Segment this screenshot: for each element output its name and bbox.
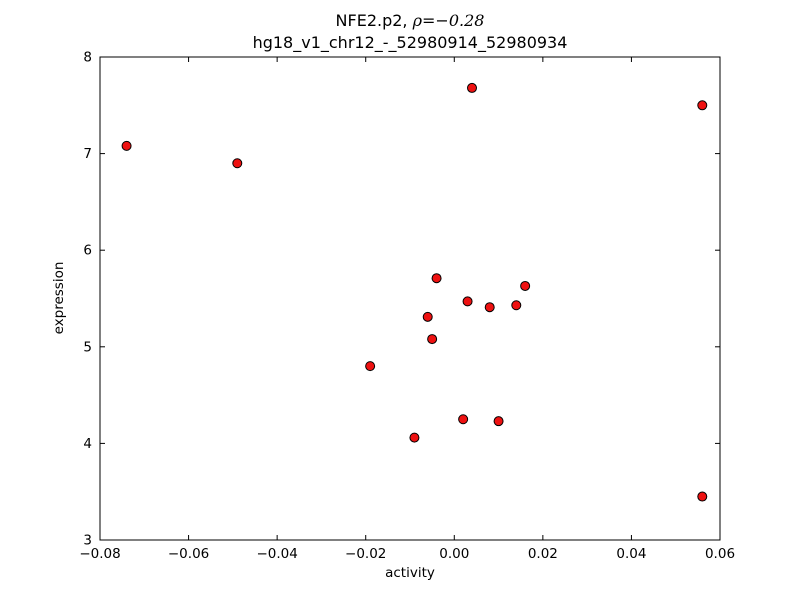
data-point [484,302,495,313]
data-point [422,311,433,322]
x-axis-label: activity [385,565,435,581]
data-point [493,416,504,427]
chart-subtitle: hg18_v1_chr12_-_52980914_52980934 [253,33,568,53]
y-tick-label: 8 [83,50,92,66]
data-point [462,296,473,307]
data-point [697,100,708,111]
x-tick-label: 0.00 [439,546,469,562]
x-tick-label: −0.06 [168,546,209,562]
axes-box [99,56,721,541]
y-tick-label: 4 [83,436,92,452]
x-tick-label: −0.04 [256,546,297,562]
y-tick-label: 6 [83,243,92,259]
data-point [232,158,243,169]
y-axis-label: expression [51,262,67,335]
data-point [409,432,420,443]
data-point [697,491,708,502]
chart-title-text: NFE2.p2, [336,11,413,30]
data-point [431,273,442,284]
data-point [467,82,477,93]
data-point [511,300,522,311]
axes-frame [99,56,721,541]
data-point [458,414,469,425]
x-tick-label: 0.04 [616,546,646,562]
data-point [365,361,376,372]
y-tick-label: 3 [83,533,92,549]
y-tick-label: 5 [83,339,92,355]
data-point [427,334,438,345]
axis-ticks: −0.08 −0.06 −0.04 −0.02 0.00 0.02 0.04 0.06 3 4 5 6… [79,50,735,563]
y-tick-label: 7 [83,146,92,162]
chart-title-rho-value: ρ=−0.28 [412,11,485,30]
x-tick-label: −0.08 [79,546,120,562]
chart-title: NFE2.p2, ρ=−0.28 [336,11,485,30]
x-tick-label: 0.02 [528,546,558,562]
data-point [520,280,531,291]
x-tick-label: −0.02 [345,546,386,562]
data-point [121,140,132,151]
x-tick-label: 0.06 [705,546,735,562]
data-points [121,82,708,502]
